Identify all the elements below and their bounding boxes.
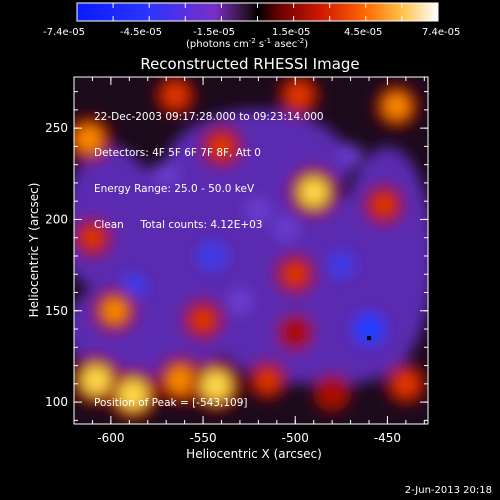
hot-spot <box>394 372 418 396</box>
hot-spot <box>372 193 395 216</box>
hot-spot <box>322 382 343 404</box>
peak-marker <box>367 336 371 341</box>
colorbar-ticks <box>76 3 439 21</box>
hot-spot <box>118 379 148 410</box>
info-energy-range: Energy Range: 25.0 - 50.0 keV <box>94 183 255 195</box>
peak-position-text: Position of Peak = [-543,109] <box>94 397 248 409</box>
flux-map <box>74 77 428 421</box>
hot-spot <box>192 308 215 331</box>
plot-title: Reconstructed RHESSI Image <box>140 55 359 73</box>
y-tick-label: 100 <box>45 395 68 409</box>
colorbar-tick-label-1: -7.4e-05 <box>43 27 85 38</box>
colorbar: -7.4e-05 -4.5e-05 -1.5e-05 1.5e-05 4.5e-… <box>43 2 460 50</box>
hot-spot <box>285 323 305 343</box>
y-axis-label: Heliocentric Y (arcsec) <box>27 183 41 318</box>
x-axis-label: Heliocentric X (arcsec) <box>186 447 322 461</box>
hot-spot <box>257 369 279 391</box>
hot-spot <box>81 365 111 395</box>
cold-spot <box>273 215 299 242</box>
axis-tick-labels: -600 -550 -500 -450 100 150 200 250 <box>45 121 401 445</box>
hot-spot <box>384 93 409 119</box>
cold-spot <box>197 240 228 271</box>
colorbar-tick-label-2: -4.5e-05 <box>120 27 162 38</box>
image-plot: -600 -550 -500 -450 100 150 200 250 <box>45 76 429 445</box>
hot-spot <box>81 227 103 249</box>
hot-spot <box>102 298 127 324</box>
hot-spot <box>287 83 311 107</box>
plot-frame <box>73 76 429 425</box>
hot-spot <box>200 370 231 401</box>
cold-spot <box>338 143 363 168</box>
hot-spot <box>284 263 307 286</box>
y-tick-label: 200 <box>45 212 68 226</box>
info-total-counts: Clean Total counts: 4.12E+03 <box>94 219 263 231</box>
x-tick-label: -500 <box>282 431 309 445</box>
info-time-range: 22-Dec-2003 09:17:28.000 to 09:23:14.000 <box>94 111 324 123</box>
cold-spot <box>327 251 355 279</box>
info-detectors: Detectors: 4F 5F 6F 7F 8F, Att 0 <box>94 147 261 159</box>
cold-spot <box>153 161 179 186</box>
y-tick-label: 150 <box>45 304 68 318</box>
hot-spot <box>164 84 187 107</box>
hot-spot <box>210 135 233 158</box>
colorbar-tick-label-3: -1.5e-05 <box>193 27 235 38</box>
observation-info: 22-Dec-2003 09:17:28.000 to 09:23:14.000… <box>94 87 324 243</box>
colorbar-tick-label-5: 4.5e-05 <box>344 27 382 38</box>
y-tick-label: 250 <box>45 121 68 135</box>
x-tick-label: -600 <box>97 431 124 445</box>
hot-spot <box>167 366 195 394</box>
base-region <box>341 146 428 366</box>
colorbar-tick-label-6: 7.4e-05 <box>422 27 460 38</box>
cold-spot <box>352 312 386 346</box>
timestamp: 2-Jun-2013 20:18 <box>404 485 492 496</box>
x-tick-label: -550 <box>189 431 216 445</box>
axis-ticks <box>73 77 428 424</box>
cold-spot <box>227 289 253 315</box>
x-tick-label: -450 <box>374 431 401 445</box>
colorbar-tick-label-4: 1.5e-05 <box>272 27 310 38</box>
hot-spot <box>299 177 329 207</box>
hot-spot <box>75 125 102 153</box>
cold-spot <box>245 197 271 223</box>
colorbar-units: (photons cm-2 s-1 asec-2) <box>186 37 308 50</box>
